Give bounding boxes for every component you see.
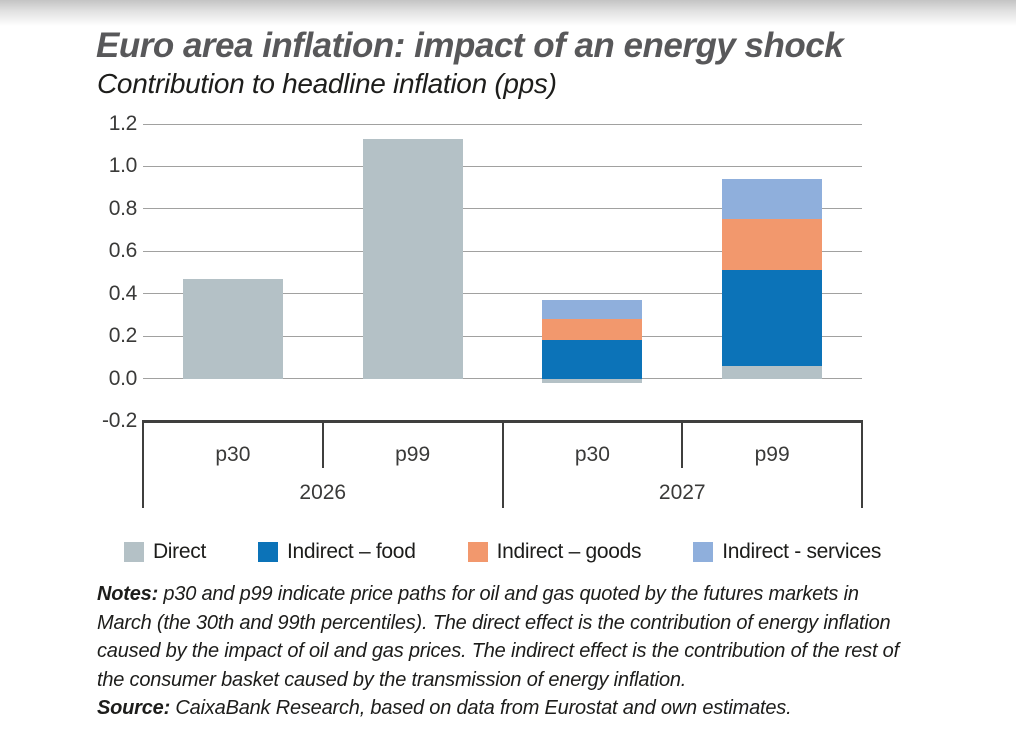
y-axis-label: 1.0 — [108, 154, 138, 178]
gridline-1.2 — [143, 123, 862, 125]
legend-item: Indirect - services — [693, 540, 881, 564]
y-axis-label: 0.0 — [108, 366, 138, 390]
bar-segment — [362, 138, 463, 379]
x-axis-tick-short — [321, 420, 324, 468]
top-gradient-band — [0, 0, 1016, 26]
y-axis-label: -0.2 — [102, 409, 137, 432]
gridline-1.0 — [143, 165, 862, 167]
y-axis-label: 0.4 — [108, 281, 138, 305]
notes-text: p30 and p99 indicate price paths for oil… — [97, 583, 899, 691]
legend-label: Indirect - services — [722, 540, 882, 563]
chart-notes: Notes: p30 and p99 indicate price paths … — [97, 580, 915, 723]
x-axis-tick-long — [501, 420, 504, 508]
gridline-0.0 — [143, 378, 862, 380]
source-label: Source: — [97, 697, 171, 719]
bar-segment — [182, 278, 283, 379]
bar-segment — [542, 378, 643, 383]
chart-legend: Direct Indirect – food Indirect – goods Ind… — [123, 540, 881, 564]
gridline-0.4 — [143, 293, 862, 295]
gridline-0.8 — [143, 208, 862, 210]
legend-swatch-icon — [257, 542, 278, 562]
y-axis-label: 0.2 — [108, 324, 138, 348]
legend-item: Indirect – goods — [467, 540, 642, 564]
gridline-0.6 — [143, 250, 862, 252]
x-category-label: p99 — [754, 443, 790, 466]
y-axis-label: 1.2 — [108, 112, 138, 135]
bar-segment — [722, 270, 823, 366]
x-axis-tick-short — [681, 420, 684, 468]
bar-segment — [722, 179, 823, 220]
chart-subtitle: Contribution to headline inflation (pps) — [97, 68, 557, 99]
bar-segment — [542, 300, 643, 320]
source-text: CaixaBank Research, based on data from E… — [170, 697, 792, 719]
legend-swatch-icon — [123, 542, 144, 562]
legend-label: Indirect – goods — [496, 540, 642, 563]
x-category-label: p99 — [395, 443, 431, 466]
x-axis-tick-long — [861, 420, 863, 508]
x-category-label: p30 — [215, 443, 251, 466]
y-axis-label: 0.8 — [108, 196, 138, 220]
legend-label: Indirect – food — [286, 540, 416, 563]
bar-segment — [542, 340, 643, 379]
stacked-bar-chart: 1.2 1.0 0.8 0.6 0.4 0.2 0.0 -0.2 p30 p99 p30 p99 202… — [102, 112, 863, 508]
bar-segment — [722, 365, 823, 379]
x-group-label: 2027 — [658, 481, 706, 504]
legend-swatch-icon — [693, 542, 714, 562]
bar-segment — [722, 219, 823, 271]
legend-item: Indirect – food — [257, 540, 416, 564]
x-category-label: p30 — [574, 443, 610, 466]
gridline-0.2 — [143, 335, 862, 337]
x-axis-tick-long — [142, 420, 144, 508]
legend-label: Direct — [152, 540, 206, 563]
x-group-label: 2026 — [299, 481, 347, 504]
chart-title: Euro area inflation: impact of an energy… — [96, 26, 844, 65]
bar-segment — [542, 319, 643, 341]
y-axis-label: 0.6 — [108, 239, 138, 263]
legend-item: Direct — [123, 540, 206, 564]
notes-label: Notes: — [97, 583, 159, 605]
legend-swatch-icon — [467, 542, 488, 562]
